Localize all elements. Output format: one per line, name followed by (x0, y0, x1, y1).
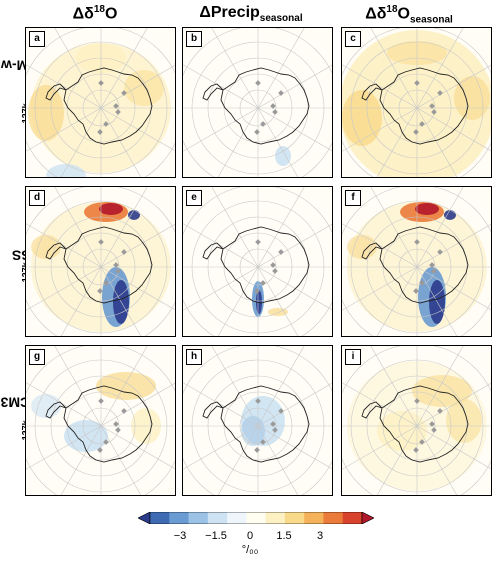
colorbar-tick-label: 3 (316, 530, 324, 542)
column-title-d18o: Δδ18O (72, 4, 118, 23)
map-panel-i: i (341, 345, 492, 496)
colorbar-tick-label: −3 (173, 530, 187, 542)
colorbar-segment (284, 512, 305, 524)
panel-label: a (29, 31, 45, 47)
colorbar-high-arrow (361, 512, 374, 524)
panel-label: d (29, 190, 45, 206)
panel-label: h (186, 349, 202, 365)
row-title-hadcm3: HadCM3127k (0, 345, 57, 496)
antarctica-map (183, 28, 332, 177)
colorbar-segment (188, 512, 209, 524)
map-panel-e: e (182, 186, 333, 337)
colorbar-tick-label: 1.5 (276, 530, 292, 542)
colorbar-segment (207, 512, 228, 524)
antarctica-map (342, 187, 491, 336)
panel-label: i (345, 349, 361, 365)
colorbar-segment (342, 512, 363, 524)
antarctica-map (26, 187, 175, 336)
panel-label: b (186, 31, 202, 47)
antarctica-map (342, 28, 491, 177)
column-title-d18o-seasonal: Δδ18Oseasonal (365, 4, 453, 26)
panel-label: g (29, 349, 45, 365)
colorbar-segment (265, 512, 286, 524)
colorbar-segment (323, 512, 344, 524)
colorbar-segment (227, 512, 247, 524)
colorbar-tick-label: 0 (246, 530, 254, 542)
colorbar-segment (304, 512, 324, 524)
antarctica-map (26, 28, 175, 177)
panel-label: f (345, 190, 361, 206)
colorbar (138, 512, 374, 524)
map-panel-g: g (25, 345, 176, 496)
colorbar-tick-label: −1.5 (205, 530, 227, 542)
map-panel-b: b (182, 27, 333, 178)
antarctica-map (183, 346, 332, 495)
panel-label: c (345, 31, 361, 47)
map-panel-d: d (25, 186, 176, 337)
map-panel-h: h (182, 345, 333, 496)
colorbar-low-arrow (138, 512, 151, 524)
panel-label: e (186, 190, 202, 206)
colorbar-segment (169, 512, 190, 524)
column-title-precip-seasonal: ΔPrecipseasonal (199, 4, 303, 25)
antarctica-map (342, 346, 491, 495)
map-panel-f: f (341, 186, 492, 337)
row-title-mpi: MPI-ESM-wiso127k (0, 28, 77, 179)
map-panel-a: a (25, 27, 176, 178)
row-title-giss: GISS127k (0, 187, 45, 338)
antarctica-map (183, 187, 332, 336)
colorbar-unit: °/₀₀ (241, 544, 259, 556)
map-panel-c: c (341, 27, 492, 178)
colorbar-segment (246, 512, 267, 524)
colorbar-segment (150, 512, 170, 524)
antarctica-map (26, 346, 175, 495)
